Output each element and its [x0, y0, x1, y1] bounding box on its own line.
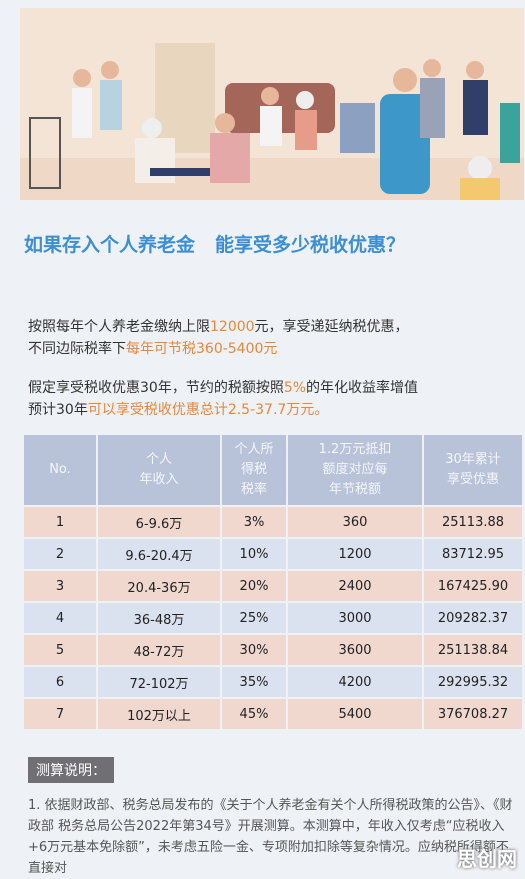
table-cell: 2	[24, 539, 96, 569]
table-row: 3 20.4-36万 20% 2400 167425.90	[24, 571, 522, 601]
table-cell: 20.4-36万	[98, 571, 220, 601]
header-cell: 1.2万元抵扣 额度对应每年节税额	[288, 435, 422, 505]
text: 的年化收益率增值	[306, 380, 419, 396]
header-line: 个人	[145, 452, 172, 467]
table-cell: 4	[24, 603, 96, 633]
table-cell: 209282.37	[424, 603, 522, 633]
header-line: No.	[49, 462, 71, 477]
table-cell: 20%	[222, 571, 286, 601]
table-cell: 360	[288, 507, 422, 537]
header-line: 得税	[240, 462, 267, 477]
table-row: 6 72-102万 35% 4200 292995.32	[24, 667, 522, 697]
header-row: No. 个人 年收入 个人所 得税 税率 1.2万元抵扣 额度对应每 年节税额 30年累计 享受优惠	[24, 435, 522, 505]
title: 如果存入个人养老金 能享受多少税收优惠？	[24, 230, 405, 257]
header-cell: 个人 年收入	[98, 435, 220, 505]
banner	[20, 8, 524, 200]
highlight: 12000	[210, 319, 255, 335]
watermark: 思创网	[457, 847, 517, 871]
header-line: 30年累计	[445, 452, 501, 467]
text: 不同边际税率下	[28, 341, 126, 357]
table-cell: 5	[24, 635, 96, 665]
header-line: 个人所	[234, 442, 274, 457]
table-cell: 102万以上	[98, 699, 220, 729]
table-cell: 30%	[222, 635, 286, 665]
table-cell: 3000	[288, 603, 422, 633]
header-line: 年节税额	[328, 482, 381, 497]
header-cell: No.	[24, 435, 96, 505]
table-cell: 167425.90	[424, 571, 522, 601]
header-cell: 30年累计享受优惠	[424, 435, 522, 505]
paragraph: 预计30年可以享受税收优惠总计2.5-37.7万元。	[28, 399, 328, 419]
table-cell: 25%	[222, 603, 286, 633]
paragraph: 假定享受税收优惠30年，节约的税额按照5%的年化收益率增值	[28, 377, 418, 397]
table-row: 2 9.6-20.4万 10% 1200 83712.95	[24, 539, 522, 569]
text: 预计30年	[28, 402, 88, 418]
table-cell: 45%	[222, 699, 286, 729]
table-cell: 2400	[288, 571, 422, 601]
table-cell: 292995.32	[424, 667, 522, 697]
text: 元，享受递延纳税优惠，	[254, 319, 409, 335]
table-cell: 6	[24, 667, 96, 697]
tax-table: No. 个人 年收入 个人所 得税 税率 1.2万元抵扣 额度对应每 年节税额 30年累计 享受优惠…	[22, 433, 524, 731]
title-part: 能享受多少税收优惠？	[215, 234, 406, 256]
text: 按照每年个人养老金缴纳上限	[28, 319, 210, 335]
header-line: 年收入	[139, 472, 179, 487]
table-cell: 1	[24, 507, 96, 537]
notes-label: 测算说明：	[28, 757, 114, 783]
highlight: 5%	[283, 380, 307, 396]
highlight: 每年可节税360-5400元	[126, 341, 278, 357]
table-cell: 1200	[288, 539, 422, 569]
table-cell: 3%	[222, 507, 286, 537]
table-cell: 83712.95	[424, 539, 522, 569]
table-cell: 6-9.6万	[98, 507, 220, 537]
title-part: 如果存入个人养老金	[24, 234, 196, 256]
highlight: 可以享受税收优惠总计2.5-37.7万元。	[87, 402, 329, 418]
header-line: 税率	[240, 482, 267, 497]
header-cell: 个人所 得税 税率	[222, 435, 286, 505]
table-cell: 376708.27	[424, 699, 522, 729]
text: 假定享受税收优惠30年，节约的税额按照	[28, 380, 284, 396]
table-cell: 7	[24, 699, 96, 729]
table-cell: 10%	[222, 539, 286, 569]
table-row: 7 102万以上 45% 5400 376708.27	[24, 699, 522, 729]
table-cell: 3	[24, 571, 96, 601]
table-cell: 25113.88	[424, 507, 522, 537]
notes-text: 1. 依据财政部、税务总局发布的《关于个人养老金有关个人所得税政策的公告》、《财…	[28, 798, 513, 876]
header-line: 额度对应每	[322, 462, 388, 477]
table-row: 1 6-9.6万 3% 360 25113.88	[24, 507, 522, 537]
table-row: 5 48-72万 30% 3600 251138.84	[24, 635, 522, 665]
table-cell: 5400	[288, 699, 422, 729]
header-line: 享受优惠	[446, 472, 499, 487]
table-row: 4 36-48万 25% 3000 209282.37	[24, 603, 522, 633]
table-cell: 9.6-20.4万	[98, 539, 220, 569]
table-cell: 36-48万	[98, 603, 220, 633]
table-cell: 35%	[222, 667, 286, 697]
paragraph: 不同边际税率下每年可节税360-5400元	[28, 338, 277, 358]
table-cell: 3600	[288, 635, 422, 665]
header-line: 1.2万元抵扣	[318, 442, 392, 457]
table-cell: 72-102万	[98, 667, 220, 697]
paragraph: 按照每年个人养老金缴纳上限12000元，享受递延纳税优惠，	[28, 316, 409, 336]
table-cell: 4200	[288, 667, 422, 697]
table-cell: 48-72万	[98, 635, 220, 665]
table-cell: 251138.84	[424, 635, 522, 665]
